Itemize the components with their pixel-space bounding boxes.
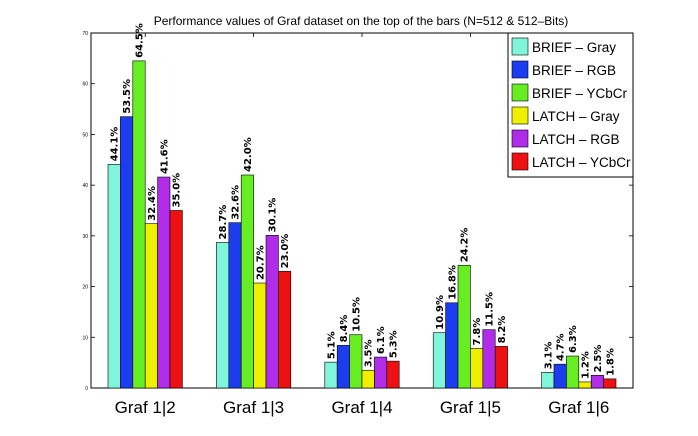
y-tick-label: 10: [82, 335, 88, 341]
data-label-brief-ycbcr-graf-1-6: 6.3%: [568, 325, 579, 353]
bar-latch-ycbcr-graf-1-3: [278, 271, 292, 389]
y-tick-label: 60: [82, 82, 88, 88]
bar-latch-rgb-graf-1-5: [482, 329, 496, 389]
data-label-latch-ycbcr-graf-1-2: 35.0%: [172, 173, 183, 208]
data-label-latch-rgb-graf-1-2: 41.6%: [159, 139, 170, 174]
bar-latch-gray-graf-1-4: [361, 369, 375, 389]
bar-brief-ycbcr-graf-1-6: [566, 355, 580, 389]
bar-latch-rgb-graf-1-3: [265, 235, 279, 389]
data-label-brief-ycbcr-graf-1-5: 24.2%: [460, 228, 471, 263]
bar-brief-gray-graf-1-4: [324, 361, 338, 389]
data-label-latch-gray-graf-1-5: 7.8%: [472, 318, 483, 346]
data-label-latch-gray-graf-1-3: 20.7%: [255, 245, 266, 280]
bar-latch-ycbcr-graf-1-5: [494, 346, 508, 389]
bar-latch-rgb-graf-1-4: [374, 356, 388, 389]
bar-brief-ycbcr-graf-1-3: [240, 174, 254, 389]
bar-brief-rgb-graf-1-2: [120, 116, 134, 389]
data-label-brief-ycbcr-graf-1-4: 10.5%: [351, 297, 362, 332]
data-label-latch-gray-graf-1-4: 3.5%: [364, 340, 375, 368]
data-label-latch-gray-graf-1-2: 32.4%: [147, 186, 158, 221]
y-tick-label: 40: [82, 183, 88, 189]
bar-brief-gray-graf-1-3: [216, 242, 230, 389]
chart-title: Performance values of Graf dataset on th…: [154, 14, 569, 28]
legend-swatch-latch-gray: [511, 106, 529, 125]
data-label-latch-ycbcr-graf-1-4: 5.3%: [389, 330, 400, 358]
data-label-latch-rgb-graf-1-4: 6.1%: [376, 326, 387, 354]
bar-brief-rgb-graf-1-5: [445, 302, 459, 389]
legend-label-brief-ycbcr: BRIEF – YCbCr: [532, 86, 628, 101]
bar-brief-gray-graf-1-2: [107, 164, 121, 389]
legend-swatch-brief-rgb: [511, 60, 529, 79]
bar-latch-ycbcr-graf-1-6: [603, 378, 617, 389]
bar-latch-gray-graf-1-2: [144, 223, 158, 389]
legend-label-latch-gray: LATCH – Gray: [532, 109, 620, 124]
y-tick-label: 20: [82, 285, 88, 291]
y-tick-label: 30: [82, 234, 88, 240]
data-label-brief-rgb-graf-1-2: 53.5%: [122, 79, 133, 114]
bar-brief-ycbcr-graf-1-2: [132, 60, 146, 389]
data-label-latch-ycbcr-graf-1-3: 23.0%: [280, 234, 291, 269]
bar-latch-ycbcr-graf-1-2: [169, 210, 183, 389]
bar-brief-rgb-graf-1-4: [336, 345, 350, 389]
legend-label-latch-rgb: LATCH – RGB: [532, 132, 620, 147]
bars-group: [107, 60, 617, 389]
bar-brief-gray-graf-1-6: [541, 371, 555, 389]
x-tick-label-graf-1-4: Graf 1|4: [331, 398, 392, 417]
y-tick-label: 70: [82, 31, 88, 37]
bar-latch-gray-graf-1-5: [470, 348, 484, 389]
data-label-brief-ycbcr-graf-1-3: 42.0%: [243, 137, 254, 172]
y-tick-label: 50: [82, 132, 88, 138]
data-label-brief-gray-graf-1-5: 10.9%: [435, 295, 446, 330]
bar-latch-gray-graf-1-6: [578, 381, 592, 389]
x-tick-label-graf-1-3: Graf 1|3: [223, 398, 284, 417]
data-label-latch-rgb-graf-1-3: 30.1%: [268, 198, 279, 233]
data-label-brief-gray-graf-1-3: 28.7%: [218, 205, 229, 240]
x-tick-label-graf-1-6: Graf 1|6: [548, 398, 609, 417]
y-tick-label: 0: [85, 386, 88, 392]
bar-latch-gray-graf-1-3: [253, 282, 267, 389]
data-label-brief-ycbcr-graf-1-2: 64.5%: [135, 23, 146, 58]
data-label-latch-ycbcr-graf-1-6: 1.8%: [605, 348, 616, 376]
data-label-latch-ycbcr-graf-1-5: 8.2%: [497, 316, 508, 344]
data-label-brief-rgb-graf-1-5: 16.8%: [447, 265, 458, 300]
bar-brief-rgb-graf-1-6: [553, 363, 567, 389]
legend-label-brief-gray: BRIEF – Gray: [532, 40, 616, 55]
data-label-brief-rgb-graf-1-4: 8.4%: [339, 315, 350, 343]
data-label-brief-gray-graf-1-4: 5.1%: [327, 331, 338, 359]
bar-brief-gray-graf-1-5: [432, 332, 446, 389]
data-label-brief-rgb-graf-1-6: 4.7%: [556, 333, 567, 361]
plot-axes: 0 10 20 30 40 50 60 70 Graf 1|2 Graf 1|3 Graf 1|4 G…: [82, 31, 634, 417]
legend-label-brief-rgb: BRIEF – RGB: [532, 63, 616, 78]
legend-box: [507, 32, 634, 178]
legend-swatch-brief-gray: [511, 37, 529, 56]
bar-brief-ycbcr-graf-1-5: [457, 264, 471, 389]
bar-latch-rgb-graf-1-6: [590, 375, 604, 389]
data-label-brief-gray-graf-1-2: 44.1%: [110, 127, 121, 162]
data-label-latch-rgb-graf-1-6: 2.5%: [593, 345, 604, 373]
legend-swatch-latch-ycbcr: [511, 152, 529, 171]
data-label-latch-gray-graf-1-6: 1.2%: [581, 351, 592, 379]
bar-latch-ycbcr-graf-1-4: [386, 360, 400, 389]
x-tick-label-graf-1-5: Graf 1|5: [440, 398, 501, 417]
data-label-brief-gray-graf-1-6: 3.1%: [543, 342, 554, 370]
legend-swatch-brief-ycbcr: [511, 83, 529, 102]
legend-label-latch-ycbcr: LATCH – YCbCr: [532, 155, 631, 170]
data-label-latch-rgb-graf-1-5: 11.5%: [485, 292, 496, 327]
bar-latch-rgb-graf-1-2: [157, 176, 171, 389]
data-labels-group: 44.1% 28.7% 5.1% 10.9% 3.1% 53.5% 32.6% 8.4% 16.…: [110, 23, 617, 379]
legend-swatch-latch-rgb: [511, 129, 529, 148]
bar-brief-rgb-graf-1-3: [228, 222, 242, 389]
x-tick-label-graf-1-2: Graf 1|2: [115, 398, 176, 417]
data-label-brief-rgb-graf-1-3: 32.6%: [231, 185, 242, 220]
bar-brief-ycbcr-graf-1-4: [349, 334, 363, 389]
legend: BRIEF – Gray BRIEF – RGB BRIEF – YCbCr LATC…: [507, 32, 634, 178]
